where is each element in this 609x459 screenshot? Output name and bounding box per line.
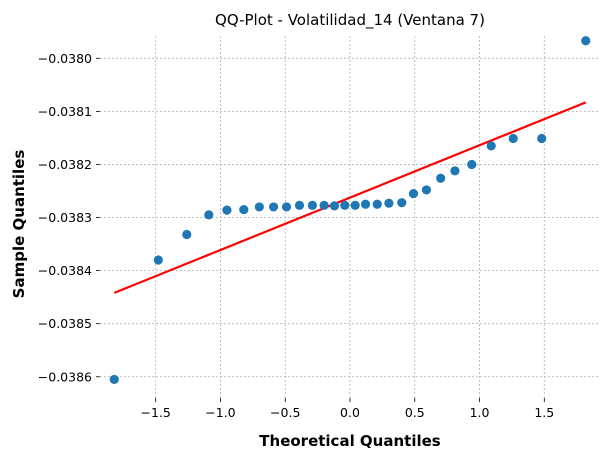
data-point (340, 200, 350, 210)
data-point (467, 159, 477, 170)
y-tick-label: −0.0380 (38, 51, 92, 66)
x-tick-label: 1.5 (534, 405, 554, 420)
data-point (581, 36, 591, 46)
data-point (486, 141, 496, 151)
data-point (268, 202, 279, 212)
x-tick-label: −1.5 (141, 405, 171, 420)
data-point (281, 202, 292, 212)
data-point (350, 200, 360, 210)
data-point (408, 189, 419, 199)
y-tick-label: −0.0385 (38, 316, 92, 331)
data-point (450, 166, 460, 176)
data-point (436, 173, 446, 183)
y-tick-label: −0.0384 (38, 263, 92, 278)
y-tick-label: −0.0381 (38, 104, 92, 119)
y-tick-label: −0.0386 (38, 369, 92, 384)
y-tick-label: −0.0382 (38, 157, 92, 172)
data-point (182, 229, 192, 240)
x-tick-label: 0.0 (340, 405, 360, 420)
fit-line-layer (113, 101, 587, 294)
data-point (204, 210, 214, 220)
data-point (307, 200, 318, 210)
y-tick-label: −0.0383 (38, 210, 92, 225)
x-axis-label: Theoretical Quantiles (259, 432, 441, 450)
data-point (508, 133, 518, 144)
grid-layer (100, 36, 600, 398)
y-axis-ticks: −0.0380 −0.0381 −0.0382 −0.0383 −0.0384 −0.03… (38, 51, 100, 384)
x-tick-label: −0.5 (270, 405, 300, 420)
data-point (372, 199, 382, 209)
data-point (360, 199, 371, 209)
data-point (254, 202, 264, 212)
data-point (319, 200, 329, 210)
y-axis-label: Sample Quantiles (10, 150, 28, 299)
x-tick-label: −1.0 (205, 405, 235, 420)
points-layer (109, 36, 591, 385)
data-point (397, 198, 407, 208)
data-point (239, 204, 249, 215)
data-point (384, 198, 394, 208)
data-point (109, 374, 119, 385)
data-point (329, 201, 340, 211)
data-point (421, 185, 432, 195)
data-point (153, 255, 163, 265)
data-point (537, 133, 547, 144)
chart-title: QQ-Plot - Volatilidad_14 (Ventana 7) (215, 11, 485, 30)
x-tick-label: 1.0 (470, 405, 490, 420)
data-point (222, 205, 232, 215)
data-point (294, 200, 305, 210)
x-axis-ticks: −1.5 −1.0 −0.5 0.0 0.5 1.0 1.5 (141, 398, 554, 420)
x-tick-label: 0.5 (405, 405, 425, 420)
fit-line (113, 101, 587, 294)
